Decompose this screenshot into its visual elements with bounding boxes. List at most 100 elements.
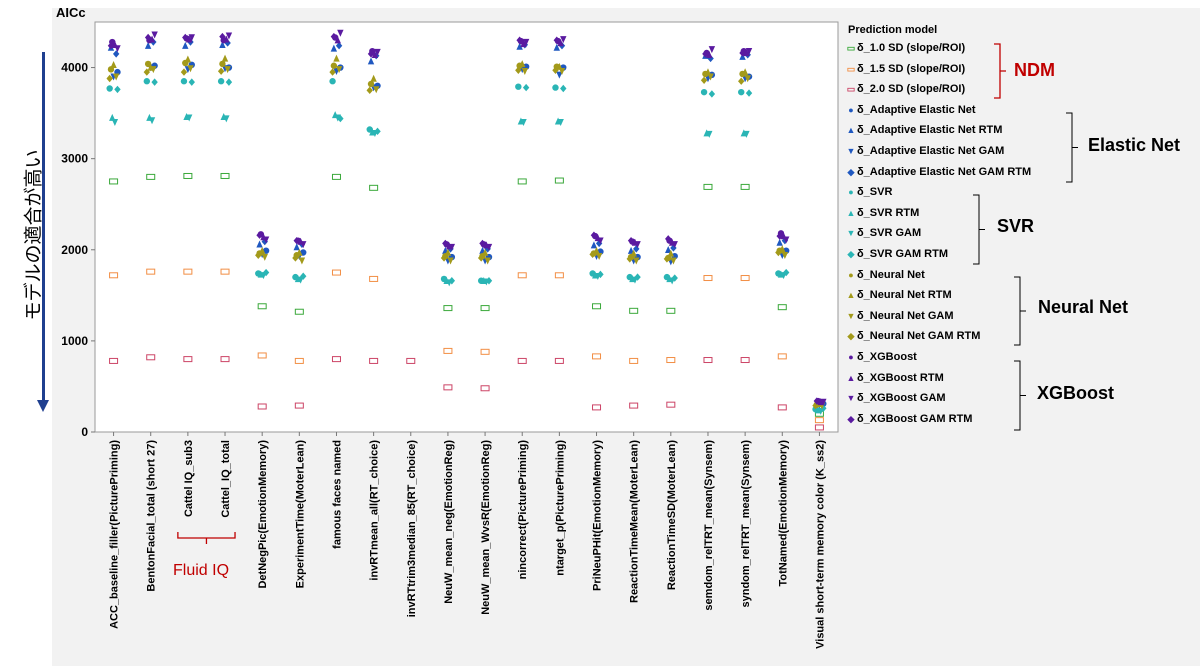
data-point [255,251,262,259]
data-point [485,277,493,285]
data-point [367,50,375,58]
x-tick-label: nincorrect(PicturePriming) [517,440,529,580]
legend-item: ▲ δ_SVR RTM [846,205,920,221]
data-point [296,248,303,256]
data-point [556,71,563,79]
legend-marker-icon: ▼ [846,393,856,404]
data-point [667,249,675,257]
legend-item: ◆ δ_SVR GAM RTM [846,246,948,262]
legend-item-label: δ_Neural Net [857,268,925,281]
x-tick-label: invRTtrim3median_85(RT_choice) [406,440,418,618]
data-point [293,236,300,245]
data-point [590,241,598,249]
data-point [373,86,380,94]
data-point [224,39,231,47]
data-point [557,39,564,47]
data-point [777,353,787,360]
data-point [745,89,753,97]
legend-marker-icon: ● [848,269,854,280]
arrow-head-icon [37,400,49,412]
data-point [517,272,527,279]
data-point [740,183,750,190]
data-point [708,46,716,54]
data-point [554,272,564,279]
legend-item: ● δ_XGBoost [846,349,917,365]
data-point [184,55,192,63]
data-point [331,173,341,180]
data-point [592,303,602,310]
data-point [110,61,117,69]
data-point [223,35,230,43]
legend-item-label: δ_Neural Net GAM RTM [857,330,981,343]
legend-item: ▼ δ_Adaptive Elastic Net GAM [846,143,1005,159]
data-point [183,356,193,363]
x-tick-label: ReactionTimeMean(MoterLean) [629,440,641,603]
data-point [521,68,529,75]
legend-marker-icon: ◆ [847,249,855,259]
data-point [143,68,151,76]
data-point [369,357,379,364]
legend-item: ◆ δ_XGBoost GAM RTM [846,411,973,427]
data-point [185,114,193,122]
y-tick-label: 0 [81,425,88,439]
legend-item: ▼ δ_SVR GAM [846,225,922,241]
x-tick-label: ReactionTimeSD(MoterLean) [666,440,678,590]
data-point [262,268,270,277]
data-point [782,236,790,244]
data-point [367,80,375,88]
data-point [151,78,158,86]
bracket-xgboost [1014,360,1026,431]
data-point [448,243,456,251]
bracket-svr [973,194,985,265]
data-point [515,66,522,74]
data-point [220,356,230,363]
legend-marker-icon: ▲ [846,207,856,218]
data-point [703,357,713,364]
data-point [553,43,560,51]
data-point [146,173,156,180]
legend-item-label: δ_SVR GAM RTM [857,248,949,260]
data-point [553,36,560,44]
data-point [151,31,158,39]
x-tick-label: BentonFacial_total (short 27) [146,440,158,592]
arrow-down-icon [42,52,45,402]
data-point [300,241,307,249]
data-point [595,252,603,260]
data-point [217,78,225,85]
data-point [663,255,671,263]
data-point [114,85,121,94]
data-point [520,40,527,48]
data-point [337,114,344,123]
data-point [144,41,152,49]
group-label-elastic-net: Elastic Net [1088,135,1181,155]
data-point [626,255,633,263]
legend-marker-icon: ▲ [846,372,856,383]
group-label-neural-net: Neural Net [1038,297,1129,317]
data-point [329,68,336,76]
x-tick-label: NeuW_mean_WvsR(EmotionReg) [480,440,492,615]
data-point [367,57,375,65]
legend-marker-icon: ▼ [846,146,856,156]
data-point [220,268,230,275]
data-point [220,172,230,179]
data-point [485,243,493,251]
data-point [593,246,600,254]
data-point [700,76,708,85]
data-point [294,357,304,364]
bracket-elastic-net [1066,112,1078,183]
y-tick-label: 4000 [61,61,88,75]
data-point [671,241,678,249]
data-point [630,249,637,257]
y-tick-label: 2000 [61,243,88,257]
legend-item-label: δ_1.0 SD (slope/ROI) [857,42,966,54]
data-point [256,240,263,248]
data-point [223,115,230,123]
x-tick-label: Visual short-term memory color (K_ss2) [814,440,826,649]
legend-item: ● δ_Neural Net [846,267,925,283]
data-point [743,130,750,138]
data-point [776,238,783,246]
data-point [634,241,641,249]
data-point [329,78,336,85]
legend-title: Prediction model [848,24,938,36]
